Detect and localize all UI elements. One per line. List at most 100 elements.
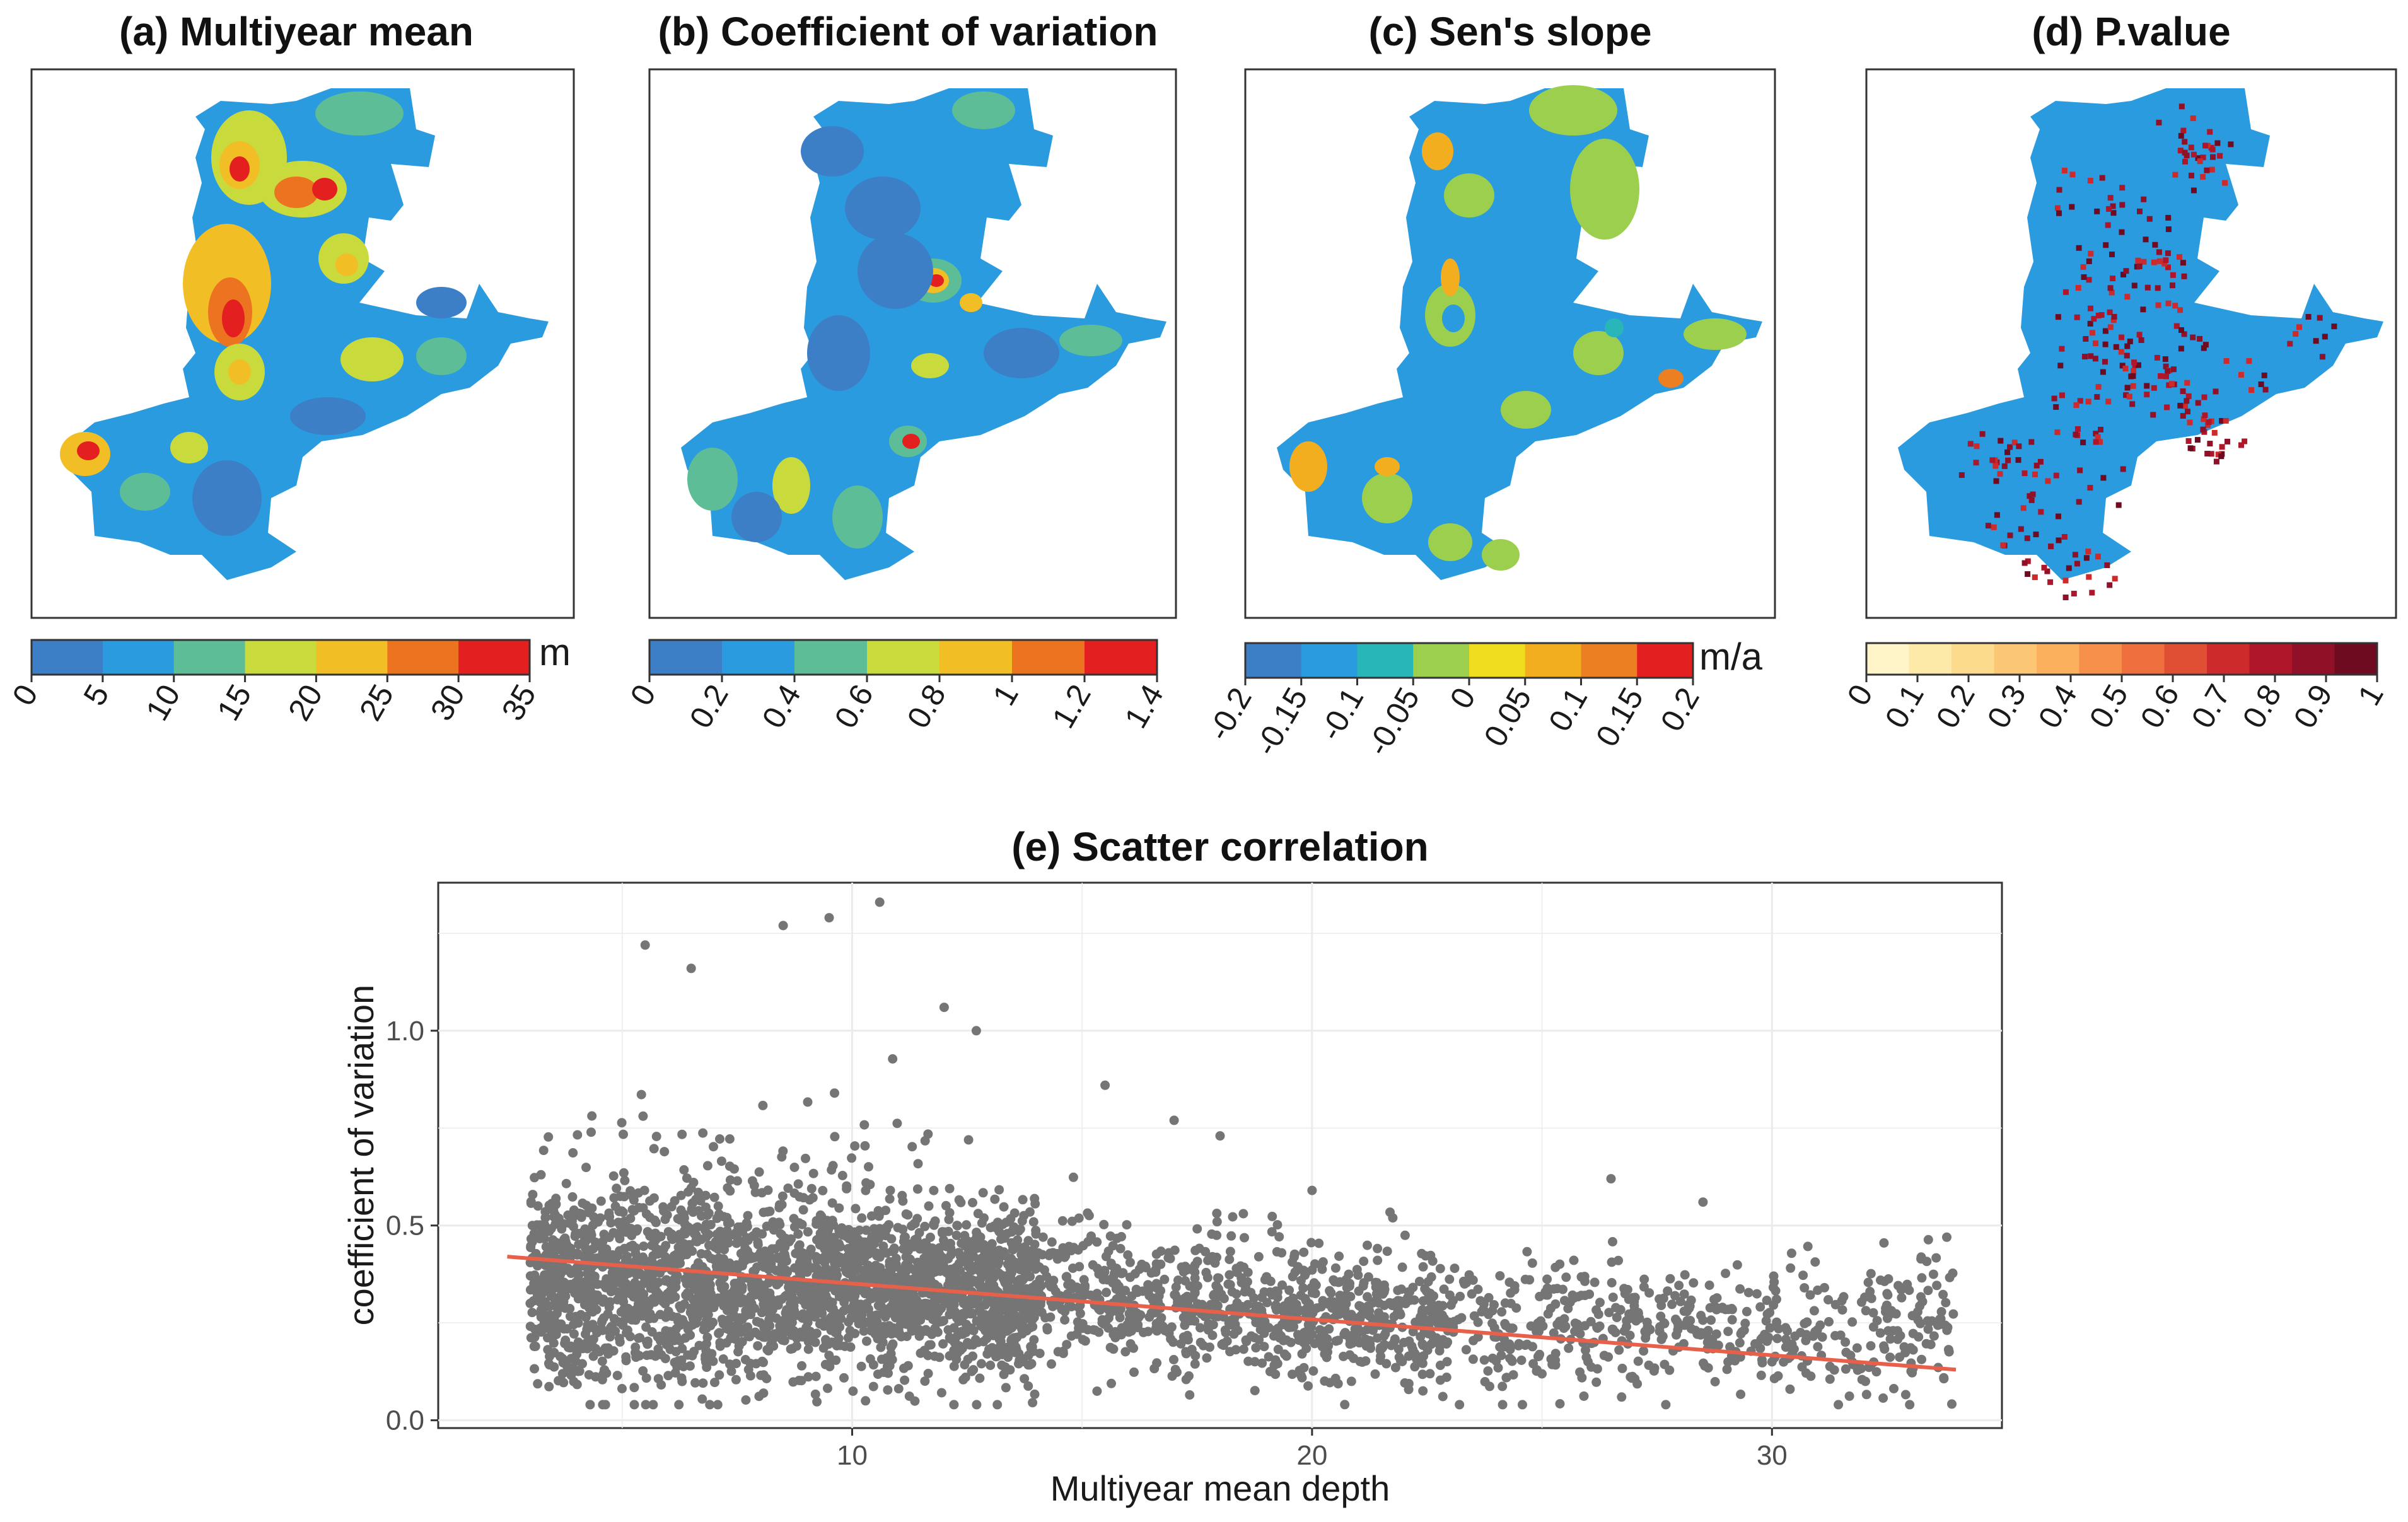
scatter-point: [1088, 1260, 1098, 1270]
scatter-point: [1834, 1400, 1844, 1410]
scatter-point: [861, 1178, 871, 1188]
scatter-point: [1417, 1369, 1428, 1380]
scatter-point: [1226, 1315, 1236, 1325]
scatter-point: [1337, 1294, 1347, 1304]
legend-swatch: [649, 640, 723, 675]
significant-cell: [2184, 398, 2190, 404]
scatter-point: [1030, 1199, 1040, 1209]
scatter-point: [1020, 1242, 1030, 1252]
map-d-title: (d) P.value: [2032, 9, 2230, 54]
scatter-point: [1099, 1319, 1109, 1329]
scatter-point: [1772, 1333, 1783, 1344]
scatter-point: [1008, 1225, 1018, 1235]
scatter-point: [1743, 1287, 1754, 1298]
scatter-point: [1661, 1400, 1671, 1410]
legend-swatch: [1301, 643, 1358, 678]
scatter-point: [1769, 1271, 1779, 1281]
scatter-point: [1617, 1363, 1627, 1373]
scatter-point: [1308, 1366, 1318, 1376]
scatter-point: [1192, 1257, 1202, 1267]
scatter-point: [970, 1264, 980, 1274]
scatter-point: [597, 1374, 607, 1385]
significant-cell: [2242, 438, 2248, 444]
scatter-point: [786, 1234, 796, 1244]
significant-cell: [2088, 250, 2094, 257]
significant-cell: [2209, 166, 2215, 173]
scatter-point: [1412, 1354, 1421, 1364]
scatter-point: [1846, 1351, 1856, 1361]
scatter-point: [1823, 1295, 1833, 1304]
scatter-point: [1410, 1317, 1421, 1327]
scatter-point: [1757, 1333, 1767, 1343]
legend-c-unit: m/a: [1699, 636, 1763, 678]
scatter-point: [789, 1214, 799, 1224]
scatter-point: [1251, 1343, 1261, 1353]
legend-swatch: [2249, 643, 2293, 675]
significant-cell: [2217, 153, 2223, 159]
scatter-point: [1149, 1267, 1160, 1277]
scatter-point: [811, 1252, 821, 1262]
significant-cell: [2177, 148, 2184, 154]
significant-cell: [2164, 404, 2170, 410]
scatter-point: [920, 1221, 930, 1231]
scatter-point: [866, 1211, 876, 1221]
scatter-point: [713, 1201, 723, 1211]
scatter-point: [1058, 1243, 1068, 1253]
scatter-point: [803, 1372, 813, 1382]
scatter-point: [914, 1331, 924, 1341]
scatter-point: [757, 1293, 767, 1303]
scatter-point: [1346, 1376, 1356, 1386]
scatter-point: [702, 1332, 713, 1342]
significant-cell: [2120, 466, 2126, 472]
scatter-point: [1660, 1318, 1670, 1328]
scatter-point: [1696, 1311, 1706, 1320]
scatter-point: [740, 1243, 750, 1253]
scatter-point: [1549, 1328, 1559, 1338]
scatter-point: [1469, 1311, 1479, 1321]
scatter-point: [684, 1276, 694, 1286]
scatter-point: [1053, 1300, 1062, 1310]
scatter-point: [875, 897, 885, 907]
scatter-point: [592, 1290, 602, 1300]
scatter-point: [771, 1296, 781, 1306]
significant-cell: [2087, 178, 2093, 183]
scatter-point: [741, 1325, 751, 1335]
scatter-points: [525, 897, 1958, 1410]
scatter-point: [956, 1293, 966, 1303]
scatter-point: [939, 1002, 949, 1013]
significant-cell: [2214, 140, 2221, 146]
scatter-point: [803, 1227, 813, 1237]
scatter-point: [1404, 1351, 1414, 1361]
significant-cell: [2080, 439, 2086, 446]
scatter-point: [1289, 1249, 1300, 1259]
scatter-point: [745, 1359, 755, 1369]
y-tick-label: 1.0: [386, 1016, 424, 1047]
scatter-point: [1947, 1399, 1957, 1409]
scatter-point: [857, 1319, 867, 1329]
scatter-point: [1736, 1329, 1746, 1339]
scatter-point: [965, 1340, 975, 1350]
legend-tick-label: -0.15: [1248, 682, 1314, 762]
scatter-point: [709, 1192, 719, 1202]
scatter-point: [907, 1221, 917, 1231]
significant-cell: [2201, 416, 2207, 422]
significant-cell: [2246, 358, 2252, 364]
scatter-point: [825, 1320, 835, 1330]
scatter-point: [823, 1383, 832, 1393]
significant-cell: [2007, 532, 2013, 538]
scatter-point: [539, 1234, 549, 1244]
significant-cell: [2028, 497, 2035, 503]
significant-cell: [2093, 431, 2099, 437]
scatter-point: [568, 1148, 578, 1158]
scatter-point: [543, 1345, 553, 1355]
scatter-point: [1251, 1318, 1261, 1328]
significant-cell: [2087, 320, 2093, 327]
scatter-point: [1029, 1335, 1039, 1345]
scatter-point: [1131, 1315, 1141, 1325]
scatter-point: [567, 1192, 578, 1202]
scatter-point: [569, 1376, 579, 1386]
scatter-point: [998, 1303, 1008, 1313]
scatter-point: [1009, 1333, 1020, 1343]
significant-cell: [2100, 369, 2106, 375]
significant-cell: [2202, 412, 2208, 419]
